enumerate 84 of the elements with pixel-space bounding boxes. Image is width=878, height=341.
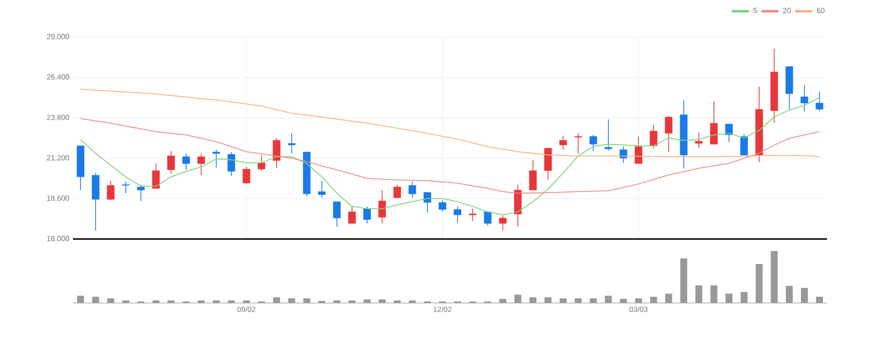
bar xyxy=(348,300,356,303)
candlestick xyxy=(634,136,642,164)
bar xyxy=(726,294,732,303)
bar xyxy=(710,285,718,303)
candlestick xyxy=(590,134,598,152)
bar xyxy=(514,294,522,303)
candlestick xyxy=(242,166,250,184)
bar xyxy=(560,298,567,303)
bar xyxy=(77,296,84,303)
bar xyxy=(800,288,808,303)
bar xyxy=(228,300,235,303)
candlestick xyxy=(424,192,432,213)
line-series xyxy=(80,118,820,194)
bar xyxy=(273,297,280,303)
candlestick xyxy=(137,184,145,202)
candlestick xyxy=(620,146,628,164)
candlestick xyxy=(348,206,356,224)
candlestick xyxy=(152,163,160,189)
bar xyxy=(288,298,296,303)
bar xyxy=(620,298,627,303)
candlestick xyxy=(408,181,416,198)
bar xyxy=(333,300,340,303)
candlestick xyxy=(438,200,446,212)
candlestick xyxy=(650,124,658,148)
bar xyxy=(590,298,597,303)
bar xyxy=(529,297,536,303)
candlestick xyxy=(664,116,672,152)
candlestick xyxy=(740,134,748,156)
candlestick xyxy=(454,206,462,224)
bar xyxy=(152,300,160,303)
candlestick xyxy=(499,215,507,231)
candlestick xyxy=(272,138,280,169)
candlestick xyxy=(333,201,341,227)
bar xyxy=(665,294,672,303)
bar xyxy=(168,300,174,303)
candlestick xyxy=(604,118,612,151)
candlestick xyxy=(318,180,326,198)
candlestick xyxy=(574,132,582,154)
candlestick xyxy=(529,159,537,190)
bar xyxy=(212,300,220,303)
bar xyxy=(499,298,506,303)
bar xyxy=(770,251,778,303)
bar xyxy=(756,264,763,303)
bar xyxy=(198,300,205,303)
bar xyxy=(107,298,114,303)
bar xyxy=(364,299,371,303)
candlestick xyxy=(725,124,733,142)
candlestick xyxy=(816,90,824,112)
candlestick xyxy=(122,181,130,194)
candlestick xyxy=(559,135,567,150)
bar xyxy=(408,300,416,303)
bar xyxy=(574,298,582,303)
candlestick xyxy=(484,211,492,226)
candlestick xyxy=(544,148,552,180)
candlestick xyxy=(800,84,808,112)
candlestick xyxy=(378,190,386,224)
bar xyxy=(303,298,310,303)
candlestick xyxy=(167,150,175,174)
bar xyxy=(122,300,130,303)
bar xyxy=(394,300,401,303)
bar xyxy=(378,299,386,303)
candlestick xyxy=(182,153,190,170)
bar xyxy=(92,296,100,303)
bar xyxy=(604,296,612,303)
bar xyxy=(786,286,793,303)
bar xyxy=(544,297,552,303)
bar xyxy=(740,292,748,303)
candlestick xyxy=(212,149,220,168)
bar xyxy=(635,298,642,303)
candlestick xyxy=(468,208,476,222)
candlestick xyxy=(197,153,205,176)
candlestick xyxy=(710,101,718,145)
bar xyxy=(680,258,688,303)
candlestick xyxy=(106,180,114,201)
candlestick xyxy=(288,132,296,154)
candlestick xyxy=(393,184,401,198)
bar xyxy=(650,296,658,303)
candlestick xyxy=(695,132,703,148)
bar xyxy=(242,300,250,303)
bar xyxy=(816,296,823,303)
bar xyxy=(695,285,702,303)
candlestick xyxy=(363,206,371,224)
candlestick xyxy=(228,152,236,176)
candlestick xyxy=(258,154,266,172)
